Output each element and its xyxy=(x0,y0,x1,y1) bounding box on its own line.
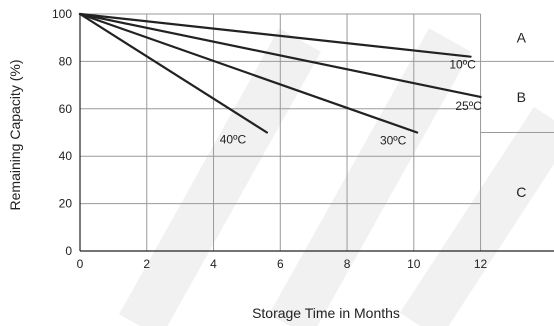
series-line-3 xyxy=(78,12,269,134)
watermark-stripe-0 xyxy=(119,28,321,326)
y-tick-label-1: 20 xyxy=(59,197,73,211)
region-label-0: A xyxy=(517,30,527,46)
region-label-1: B xyxy=(517,89,526,105)
series-line-0 xyxy=(78,12,472,58)
series-labels: 10ºC 25ºC 30ºC 40ºC xyxy=(220,58,482,148)
y-axis-title: Remaining Capacity (%) xyxy=(7,60,23,211)
x-tick-label-3: 6 xyxy=(277,257,284,271)
series-line-2 xyxy=(78,12,419,134)
watermark xyxy=(119,28,554,326)
x-tick-label-5: 10 xyxy=(407,257,421,271)
series-label-0: 10ºC xyxy=(449,58,476,72)
y-tick-label-5: 100 xyxy=(52,7,72,21)
y-tick-label-4: 80 xyxy=(59,54,73,68)
watermark-stripe-1 xyxy=(269,28,471,326)
grid xyxy=(80,13,482,251)
x-tick-label-1: 2 xyxy=(143,257,150,271)
x-axis-title: Storage Time in Months xyxy=(252,305,400,321)
series-line-1 xyxy=(78,12,482,99)
region-labels: A B C xyxy=(516,30,526,200)
x-tick-label-0: 0 xyxy=(77,257,84,271)
watermark-stripe-2 xyxy=(399,106,554,326)
x-tick-label-4: 8 xyxy=(344,257,351,271)
region-dividers xyxy=(480,60,554,133)
series-label-2: 30ºC xyxy=(380,134,407,148)
x-tick-label-6: 12 xyxy=(474,257,488,271)
region-label-2: C xyxy=(516,184,526,200)
tick-labels: 0 2 4 6 8 10 12 0 20 40 60 80 100 xyxy=(52,7,488,271)
x-tick-label-2: 4 xyxy=(210,257,217,271)
y-tick-label-2: 40 xyxy=(59,149,73,163)
axes xyxy=(79,14,554,252)
series-label-3: 40ºC xyxy=(220,133,247,147)
y-tick-label-0: 0 xyxy=(65,244,72,258)
series-lines xyxy=(78,12,482,134)
y-tick-label-3: 60 xyxy=(59,102,73,116)
series-label-1: 25ºC xyxy=(455,99,482,113)
